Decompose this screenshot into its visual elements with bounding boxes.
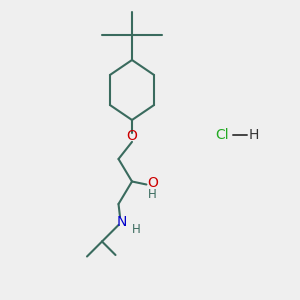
- Text: H: H: [248, 128, 259, 142]
- Text: O: O: [127, 130, 137, 143]
- Text: Cl: Cl: [215, 128, 229, 142]
- Text: H: H: [148, 188, 157, 202]
- Text: O: O: [147, 176, 158, 190]
- Text: N: N: [116, 215, 127, 229]
- Text: H: H: [131, 223, 140, 236]
